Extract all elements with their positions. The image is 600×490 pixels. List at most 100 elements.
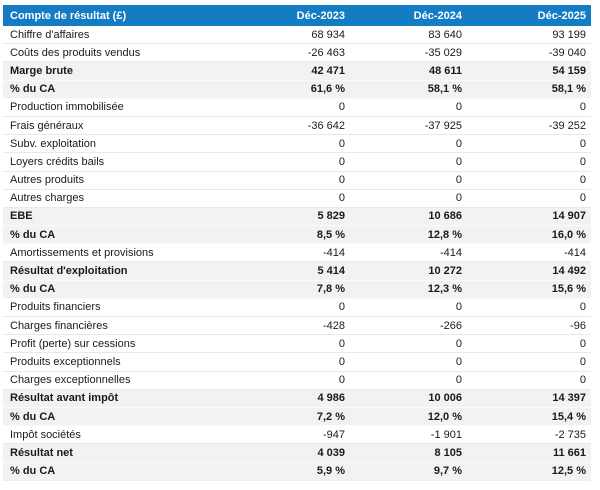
row-value: 14 492	[467, 261, 591, 281]
row-value: 0	[230, 334, 350, 354]
row-value: 54 159	[467, 61, 591, 81]
row-value: 0	[230, 371, 350, 390]
row-value: -26 463	[230, 43, 350, 63]
row-value: 0	[350, 152, 467, 172]
table-row: Production immobilisée 0 0 0	[3, 98, 591, 117]
row-value: 12,3 %	[350, 280, 467, 299]
row-value: -39 040	[467, 43, 591, 63]
row-label: Chiffre d'affaires	[3, 26, 230, 45]
row-value: 0	[350, 352, 467, 372]
row-value: 12,5 %	[467, 462, 591, 481]
row-value: -2 735	[467, 425, 591, 445]
row-label: Charges financières	[3, 316, 230, 336]
row-label: Frais généraux	[3, 116, 230, 136]
row-value: 0	[467, 98, 591, 117]
row-value: 93 199	[467, 26, 591, 45]
row-value: 0	[350, 371, 467, 390]
row-value: 61,6 %	[230, 80, 350, 99]
row-value: 11 661	[467, 443, 591, 463]
row-label: Autres charges	[3, 189, 230, 208]
row-value: 0	[467, 298, 591, 318]
row-value: 0	[350, 134, 467, 154]
table-row: Impôt sociétés -947 -1 901 -2 735	[3, 425, 591, 445]
row-value: 4 039	[230, 443, 350, 463]
row-label: Produits financiers	[3, 298, 230, 318]
table-row: Marge brute 42 471 48 611 54 159	[3, 61, 591, 81]
row-value: 0	[230, 134, 350, 154]
row-label: Coûts des produits vendus	[3, 43, 230, 63]
row-label: % du CA	[3, 80, 230, 99]
row-value: 0	[350, 334, 467, 354]
table-row: Amortissements et provisions -414 -414 -…	[3, 243, 591, 263]
row-label: Profit (perte) sur cessions	[3, 334, 230, 354]
row-label: % du CA	[3, 462, 230, 481]
row-value: 12,0 %	[350, 407, 467, 427]
table-row: Autres charges 0 0 0	[3, 189, 591, 208]
row-value: -35 029	[350, 43, 467, 63]
row-value: 0	[230, 298, 350, 318]
row-value: 0	[350, 171, 467, 190]
row-value: 4 986	[230, 389, 350, 408]
table-row: EBE 5 829 10 686 14 907	[3, 207, 591, 227]
row-label: Marge brute	[3, 61, 230, 81]
row-value: 10 006	[350, 389, 467, 408]
table-row: Profit (perte) sur cessions 0 0 0	[3, 334, 591, 354]
table-row: % du CA 61,6 % 58,1 % 58,1 %	[3, 80, 591, 99]
table-header: Compte de résultat (£) Déc-2023 Déc-2024…	[3, 5, 591, 26]
table-row: Charges exceptionnelles 0 0 0	[3, 371, 591, 390]
row-value: 15,6 %	[467, 280, 591, 299]
row-value: 58,1 %	[467, 80, 591, 99]
row-value: 5 414	[230, 261, 350, 281]
row-value: 0	[350, 298, 467, 318]
row-value: 7,8 %	[230, 280, 350, 299]
table-row: % du CA 7,8 % 12,3 % 15,6 %	[3, 280, 591, 299]
row-label: Impôt sociétés	[3, 425, 230, 445]
row-value: 8 105	[350, 443, 467, 463]
row-value: 68 934	[230, 26, 350, 45]
row-value: 12,8 %	[350, 225, 467, 245]
row-value: -39 252	[467, 116, 591, 136]
column-header-dec-2023: Déc-2023	[230, 5, 350, 26]
table-row: Coûts des produits vendus -26 463 -35 02…	[3, 43, 591, 63]
table-row: % du CA 7,2 % 12,0 % 15,4 %	[3, 407, 591, 427]
row-value: 10 686	[350, 207, 467, 227]
table-row: % du CA 5,9 % 9,7 % 12,5 %	[3, 462, 591, 481]
row-label: % du CA	[3, 407, 230, 427]
row-value: -96	[467, 316, 591, 336]
row-value: 48 611	[350, 61, 467, 81]
row-value: 0	[467, 334, 591, 354]
income-statement-table: Compte de résultat (£) Déc-2023 Déc-2024…	[3, 5, 591, 481]
row-value: 0	[230, 352, 350, 372]
row-value: 83 640	[350, 26, 467, 45]
row-value: -947	[230, 425, 350, 445]
row-value: 0	[467, 371, 591, 390]
row-value: 0	[467, 152, 591, 172]
row-value: 0	[230, 189, 350, 208]
row-label: Résultat d'exploitation	[3, 261, 230, 281]
row-value: 7,2 %	[230, 407, 350, 427]
row-value: 8,5 %	[230, 225, 350, 245]
row-value: 5,9 %	[230, 462, 350, 481]
row-value: 0	[467, 134, 591, 154]
table-title: Compte de résultat (£)	[3, 5, 230, 26]
row-value: 14 397	[467, 389, 591, 408]
table-row: % du CA 8,5 % 12,8 % 16,0 %	[3, 225, 591, 245]
row-value: -36 642	[230, 116, 350, 136]
row-value: 0	[230, 171, 350, 190]
table-row: Charges financières -428 -266 -96	[3, 316, 591, 336]
column-header-dec-2025: Déc-2025	[467, 5, 591, 26]
row-value: 0	[467, 171, 591, 190]
table-row: Résultat avant impôt 4 986 10 006 14 397	[3, 389, 591, 408]
row-label: Produits exceptionnels	[3, 352, 230, 372]
row-label: % du CA	[3, 280, 230, 299]
table-row: Produits financiers 0 0 0	[3, 298, 591, 318]
row-value: 0	[467, 352, 591, 372]
column-header-dec-2024: Déc-2024	[350, 5, 467, 26]
row-label: EBE	[3, 207, 230, 227]
row-label: Amortissements et provisions	[3, 243, 230, 263]
row-value: 42 471	[230, 61, 350, 81]
row-label: % du CA	[3, 225, 230, 245]
table-body: Chiffre d'affaires 68 934 83 640 93 199 …	[3, 26, 591, 481]
table-row: Produits exceptionnels 0 0 0	[3, 352, 591, 372]
table-row: Autres produits 0 0 0	[3, 171, 591, 190]
